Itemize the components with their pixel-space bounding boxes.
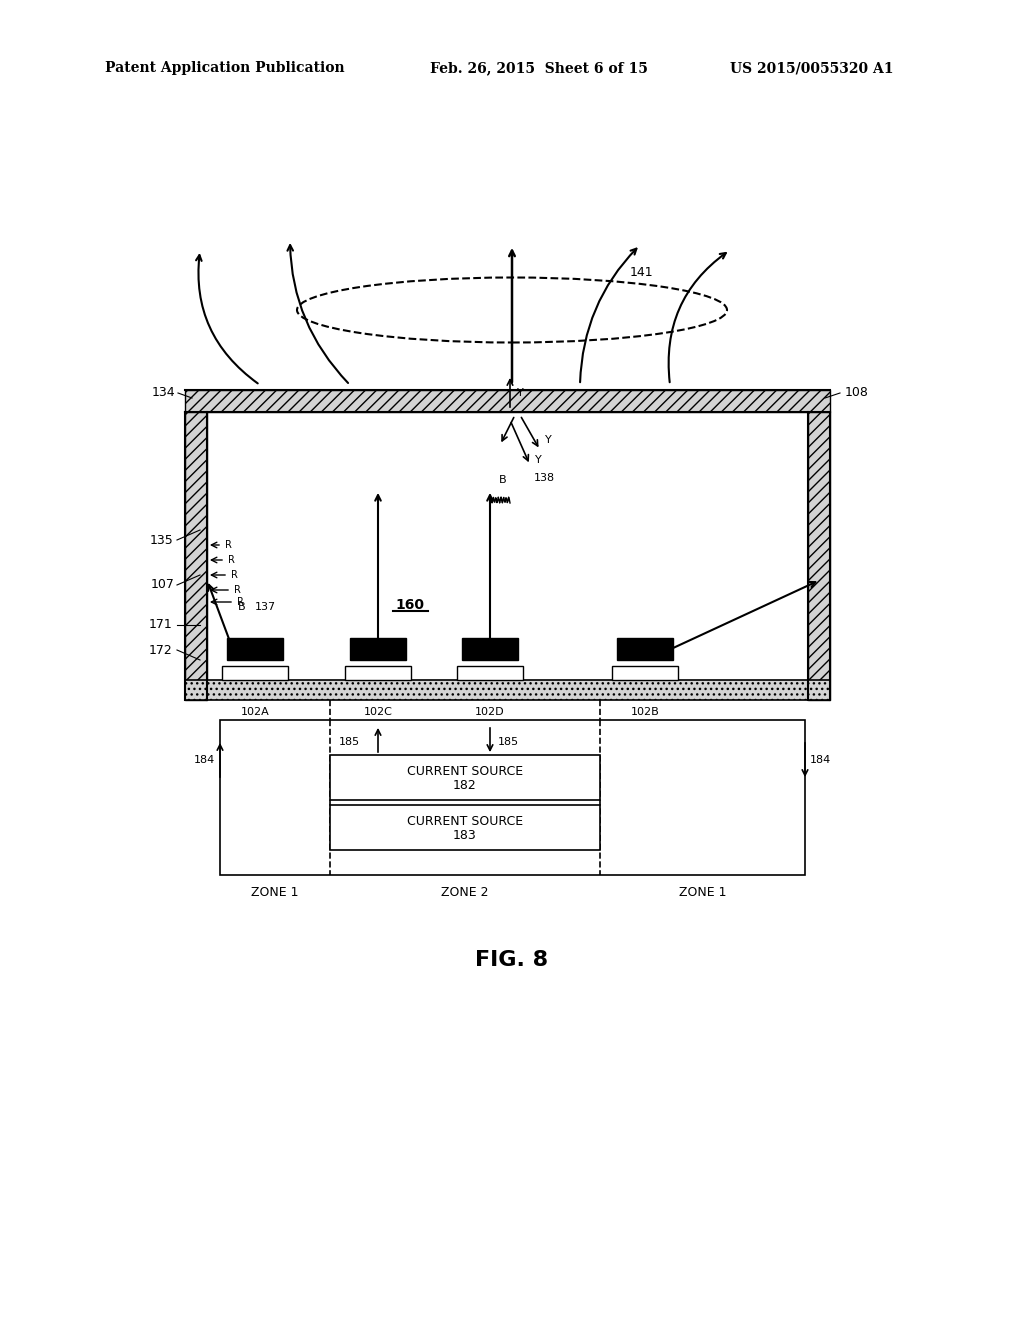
Text: R: R (225, 540, 231, 550)
Text: ZONE 2: ZONE 2 (441, 887, 488, 899)
Bar (330, 755, 600, 800)
Text: 102A: 102A (241, 708, 269, 717)
Text: 184: 184 (810, 755, 831, 766)
Bar (457, 667, 523, 680)
Text: 183: 183 (454, 829, 477, 842)
Text: R: R (228, 554, 234, 565)
Text: Feb. 26, 2015  Sheet 6 of 15: Feb. 26, 2015 Sheet 6 of 15 (430, 61, 648, 75)
Text: Y: Y (535, 455, 542, 465)
Text: B: B (499, 475, 507, 484)
Bar (462, 638, 518, 660)
Text: Y: Y (517, 388, 523, 399)
Text: ZONE 1: ZONE 1 (251, 887, 299, 899)
Text: Patent Application Publication: Patent Application Publication (105, 61, 345, 75)
Bar (185, 389, 830, 412)
Text: 102B: 102B (631, 708, 659, 717)
Text: R: R (234, 585, 241, 595)
Text: 137: 137 (255, 602, 276, 612)
Text: 134: 134 (152, 387, 175, 400)
Text: 185: 185 (498, 737, 519, 747)
Text: CURRENT SOURCE: CURRENT SOURCE (407, 766, 523, 777)
Text: 182: 182 (454, 779, 477, 792)
Bar (808, 412, 830, 700)
Text: 107: 107 (152, 578, 175, 591)
Text: B: B (239, 602, 246, 612)
Bar (612, 667, 678, 680)
Text: 102D: 102D (475, 708, 505, 717)
Text: ZONE 1: ZONE 1 (679, 887, 726, 899)
Text: 171: 171 (148, 619, 172, 631)
Text: 160: 160 (395, 598, 425, 612)
Bar (617, 638, 673, 660)
Text: 172: 172 (148, 644, 172, 656)
Bar (330, 805, 600, 850)
Text: 184: 184 (194, 755, 215, 766)
Text: US 2015/0055320 A1: US 2015/0055320 A1 (730, 61, 894, 75)
Text: FIG. 8: FIG. 8 (475, 950, 549, 970)
Bar (220, 719, 805, 875)
Bar (185, 680, 830, 700)
Text: 138: 138 (534, 473, 555, 483)
Bar (345, 667, 411, 680)
Bar (350, 638, 406, 660)
Bar (222, 667, 288, 680)
Bar (185, 412, 207, 700)
Text: CURRENT SOURCE: CURRENT SOURCE (407, 814, 523, 828)
Text: 141: 141 (630, 265, 653, 279)
Text: R: R (237, 597, 244, 607)
Bar (185, 680, 830, 700)
Text: R: R (231, 570, 238, 579)
Text: 185: 185 (339, 737, 360, 747)
Bar (227, 638, 283, 660)
Text: 135: 135 (150, 533, 173, 546)
Text: Y: Y (545, 436, 551, 445)
Text: 108: 108 (845, 387, 869, 400)
Text: 102C: 102C (364, 708, 392, 717)
